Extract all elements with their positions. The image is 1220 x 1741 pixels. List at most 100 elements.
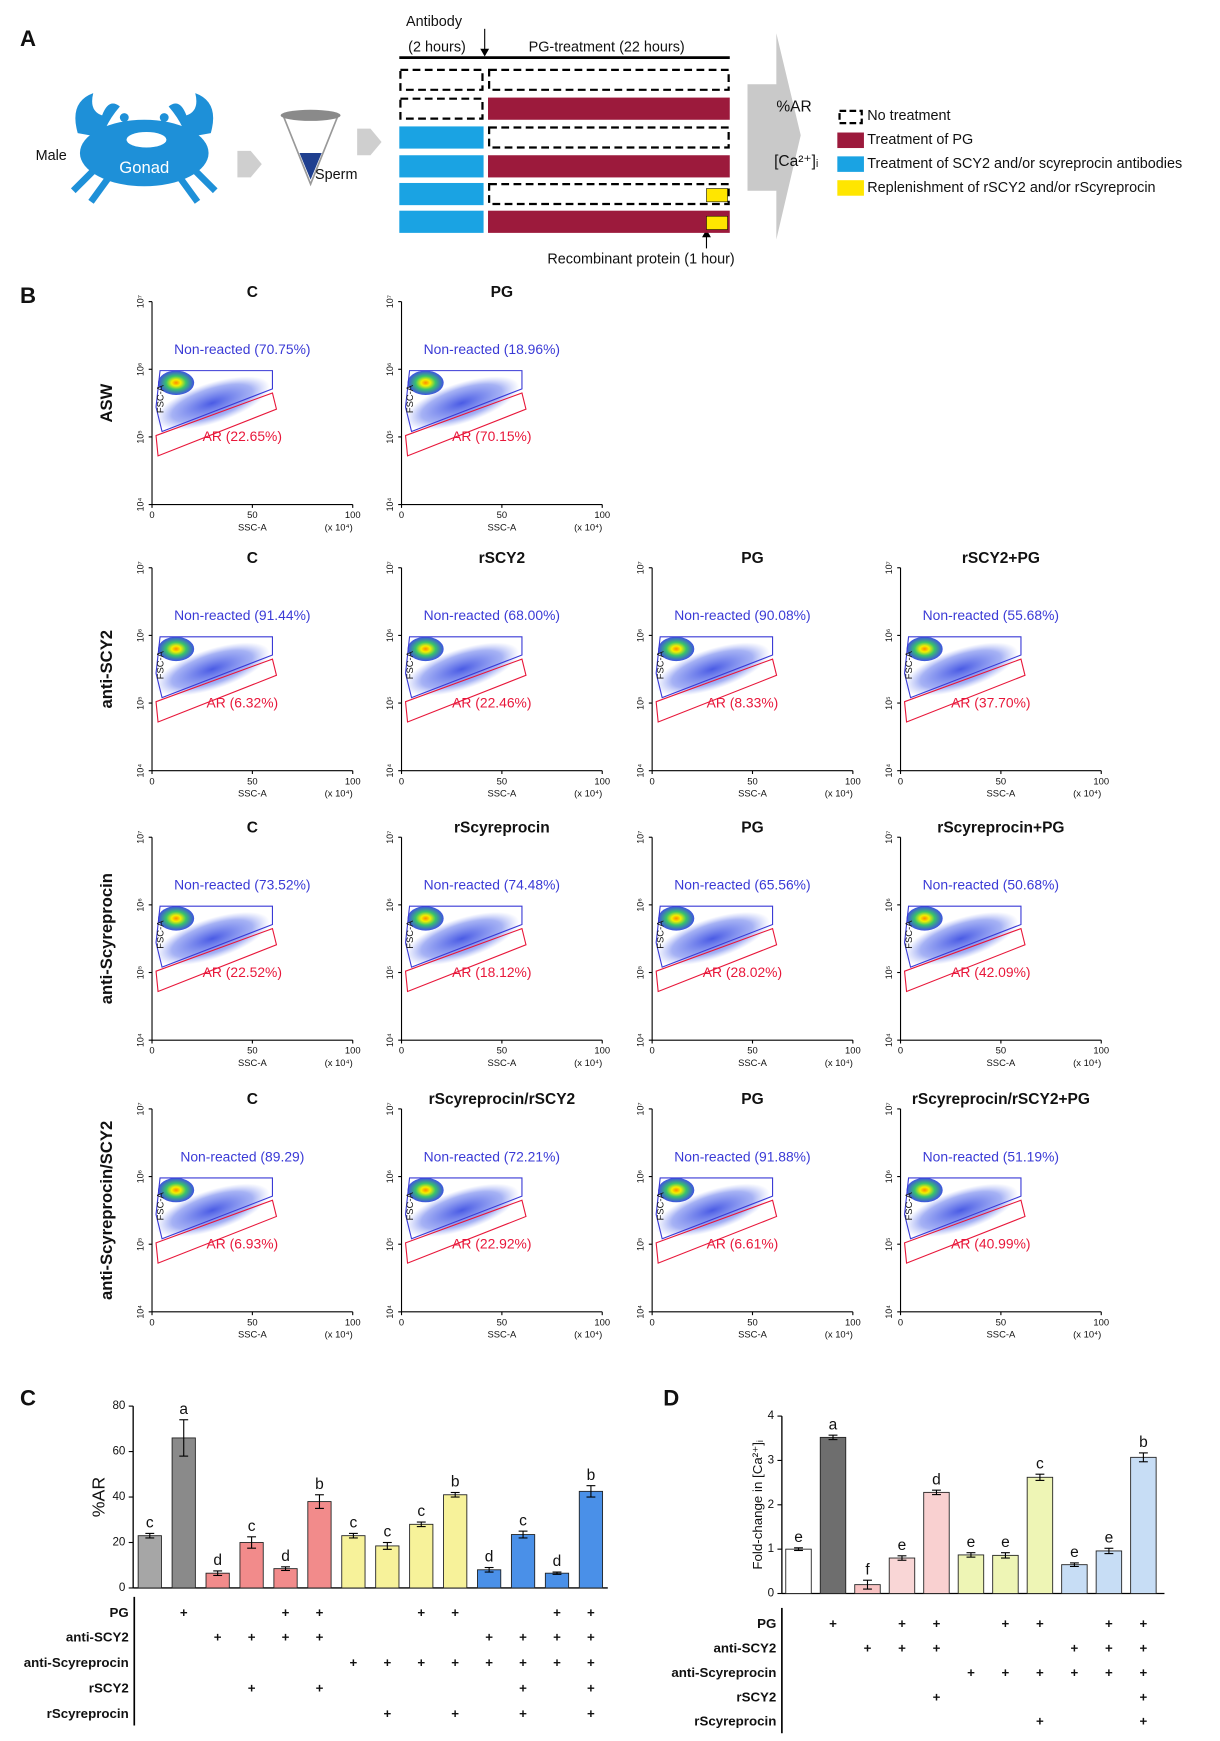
significance-letter: c [350, 1515, 358, 1532]
readout-label: %AR [776, 99, 811, 116]
x-axis-unit: (x 10⁴) [1073, 1057, 1101, 1068]
no-treatment-cell [399, 68, 484, 91]
event-cloud [903, 1183, 1019, 1238]
event-core [158, 1177, 195, 1203]
y-tick-label: 10⁴ [135, 1305, 145, 1319]
y-tick-label: 10⁵ [135, 965, 145, 979]
gate-ar [903, 1199, 1026, 1264]
x-axis-label: SSC-A [987, 1329, 1016, 1340]
bar [1026, 1476, 1054, 1594]
condition-mark: + [316, 1629, 324, 1644]
y-tick-label: 10⁶ [884, 628, 894, 642]
plot-title: C [247, 819, 258, 836]
significance-letter: f [865, 1561, 870, 1578]
y-tick-label: 10⁴ [635, 764, 645, 778]
gate-non-reacted [404, 370, 523, 433]
x-axis-label: SSC-A [738, 787, 767, 798]
y-tick-label: 10⁵ [884, 696, 894, 710]
condition-mark: + [1002, 1665, 1010, 1680]
condition-mark: + [417, 1605, 425, 1620]
gate-label: AR (42.09%) [951, 964, 1030, 980]
significance-letter: d [485, 1549, 494, 1566]
plot-title: rScyreprocin/rSCY2+PG [912, 1091, 1090, 1108]
error-bar [863, 1579, 872, 1590]
x-axis-unit: (x 10⁴) [325, 521, 353, 532]
error-bar [897, 1555, 907, 1561]
condition-mark: + [1140, 1665, 1148, 1680]
y-tick-label: 10⁷ [385, 831, 395, 844]
bar [1130, 1456, 1157, 1594]
condition-mark: + [519, 1655, 527, 1670]
plot-title: PG [741, 550, 763, 567]
plot-title: rScyreprocin+PG [937, 819, 1064, 836]
y-axis-label: FSC-A [154, 1191, 165, 1220]
gate-label: Non-reacted (91.44%) [174, 607, 310, 623]
condition-mark: + [553, 1655, 561, 1670]
x-tick-label: 100 [1093, 1316, 1109, 1327]
antibody-label: Antibody [406, 14, 463, 30]
condition-label: anti-SCY2 [714, 1640, 777, 1655]
error-bar [416, 1521, 426, 1528]
error-bar [484, 1566, 494, 1573]
event-core [906, 1177, 943, 1203]
recombinant-cell [706, 188, 728, 203]
gate-label: AR (6.61%) [707, 1236, 779, 1252]
gate-non-reacted [155, 905, 274, 968]
row-label: anti-Scyreprocin/SCY2 [97, 1121, 116, 1300]
bar [510, 1534, 536, 1589]
antibody-cell [399, 126, 484, 149]
event-cloud [404, 1183, 520, 1238]
event-cloud [654, 911, 770, 966]
condition-label: anti-SCY2 [66, 1629, 129, 1644]
legend-swatch [838, 109, 863, 125]
event-cloud [154, 376, 270, 430]
error-bar [247, 1536, 257, 1549]
x-tick-label: 0 [149, 509, 154, 520]
gate-label: AR (6.93%) [207, 1236, 279, 1252]
condition-mark: + [451, 1655, 459, 1670]
panel-label: B [20, 283, 36, 308]
y-tick-label: 10⁶ [135, 1169, 145, 1183]
x-axis-unit: (x 10⁴) [1073, 787, 1101, 798]
y-tick-label: 10⁶ [635, 628, 645, 642]
y-tick-label: 10⁶ [385, 898, 395, 912]
x-tick-label: 50 [747, 1316, 757, 1327]
condition-mark: + [519, 1706, 527, 1721]
condition-mark: + [933, 1689, 941, 1704]
error-bar [794, 1547, 803, 1552]
bar [923, 1491, 950, 1594]
condition-label: rScyreprocin [47, 1706, 129, 1721]
y-axis-label: FSC-A [903, 650, 914, 679]
x-tick-label: 0 [399, 1045, 404, 1056]
bar [544, 1572, 570, 1589]
error-bar [828, 1434, 838, 1441]
y-tick-label: 10⁷ [884, 831, 894, 844]
x-axis-label: SSC-A [488, 521, 517, 532]
condition-mark: + [587, 1706, 595, 1721]
y-tick-label: 10⁶ [135, 362, 145, 376]
pg-label: PG-treatment (22 hours) [529, 39, 685, 55]
gate-non-reacted [155, 370, 274, 433]
y-tick-label: 10⁷ [884, 561, 894, 574]
condition-mark: + [485, 1629, 493, 1644]
gate-non-reacted [903, 636, 1022, 699]
event-core [658, 1177, 695, 1203]
y-axis-label: FSC-A [404, 920, 415, 949]
bar [375, 1545, 400, 1589]
plot-title: rScyreprocin [454, 819, 550, 836]
error-bar [966, 1552, 976, 1558]
x-tick-label: 0 [149, 775, 154, 786]
y-tick-label: 10⁶ [635, 1169, 645, 1183]
condition-mark: + [248, 1629, 256, 1644]
significance-letter: c [1036, 1455, 1044, 1472]
plot-title: rSCY2 [479, 550, 526, 567]
panel-label: C [20, 1385, 36, 1410]
gate-ar [155, 658, 278, 723]
x-tick-label: 100 [1093, 1045, 1109, 1056]
y-axis-label: FSC-A [404, 650, 415, 679]
event-core [407, 1177, 444, 1203]
gate-label: AR (28.02%) [703, 964, 782, 980]
plot-title: PG [491, 284, 513, 301]
plot-title: rScyreprocin/rSCY2 [429, 1091, 576, 1108]
flow-arrow [237, 150, 262, 178]
